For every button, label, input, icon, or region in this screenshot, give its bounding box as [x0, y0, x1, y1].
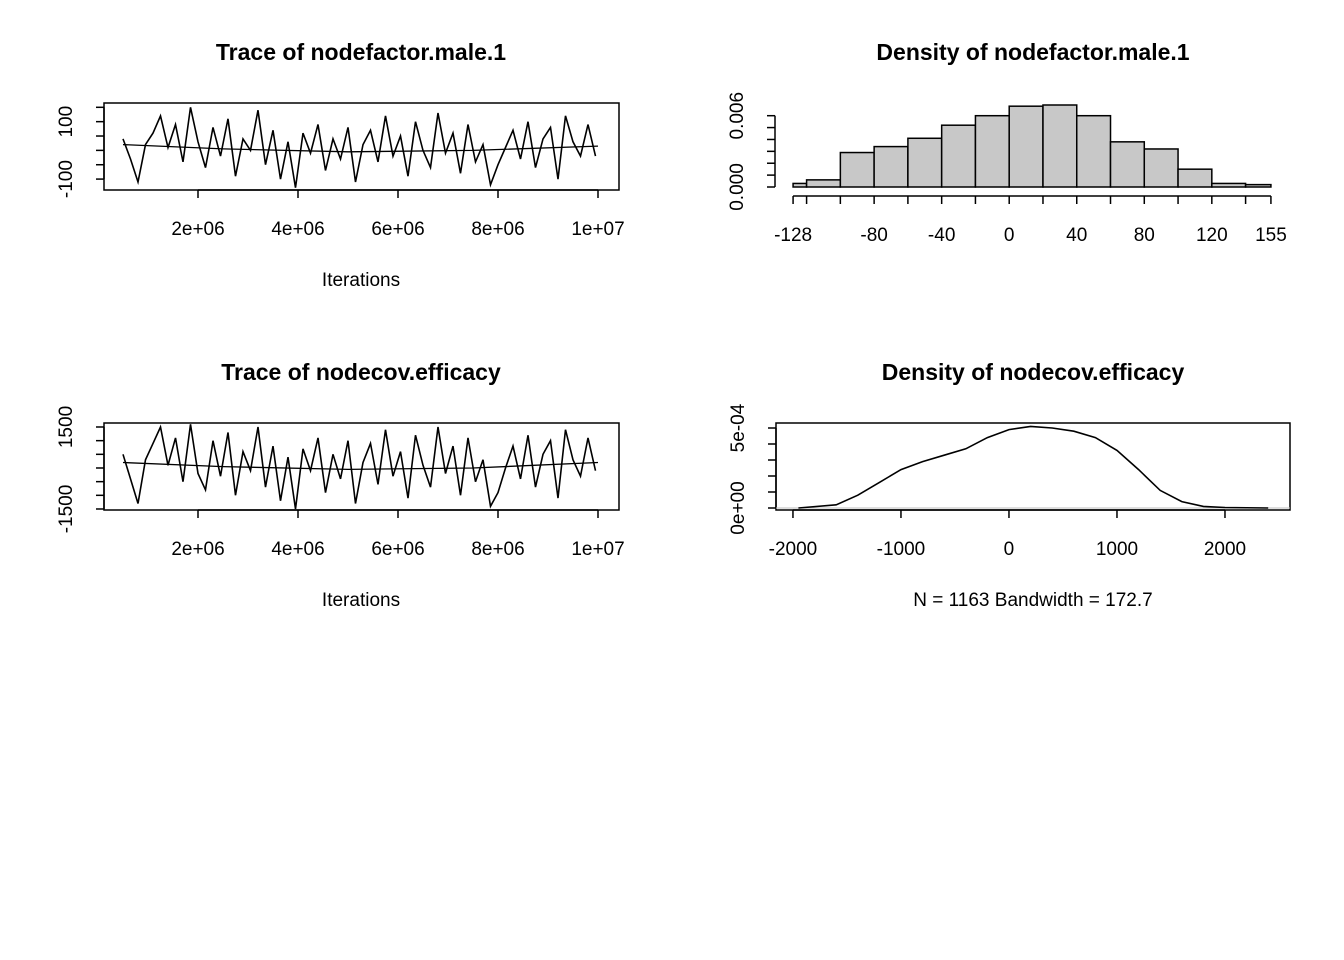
bar — [907, 137, 943, 188]
bar — [1042, 104, 1078, 188]
y-tick-label: 0e+00 — [728, 481, 749, 534]
x-tick-label: -2000 — [769, 539, 818, 560]
x-tick-label: 6e+06 — [371, 539, 424, 560]
chart-title: Trace of nodefactor.male.1 — [216, 39, 506, 65]
x-tick-label: 1e+07 — [571, 219, 624, 240]
x-tick-label: 2000 — [1204, 539, 1246, 560]
bar — [805, 179, 842, 188]
x-tick-label: 40 — [1066, 225, 1087, 246]
bar — [974, 114, 1010, 188]
y-tick-label: 0.006 — [727, 92, 748, 140]
x-tick-label: -1000 — [877, 539, 926, 560]
y-tick-label: -100 — [56, 160, 77, 198]
line — [798, 425, 1269, 509]
y-tick-label: 5e-04 — [728, 403, 749, 452]
y-tick-label: -1500 — [56, 485, 77, 534]
x-tick-label: 4e+06 — [271, 539, 324, 560]
y-tick-label: 0.000 — [727, 163, 748, 211]
line — [122, 424, 597, 510]
chart-title: Density of nodecov.efficacy — [882, 359, 1185, 385]
smooth-line — [122, 143, 599, 153]
x-tick-label: 2e+06 — [171, 219, 224, 240]
line — [122, 107, 597, 188]
x-tick-label: 0 — [1004, 539, 1015, 560]
bar — [1075, 114, 1112, 188]
x-tick-label: 155 — [1255, 225, 1287, 246]
bar — [873, 145, 909, 188]
chart-title: Trace of nodecov.efficacy — [221, 359, 501, 385]
x-tick-label: 1000 — [1096, 539, 1138, 560]
x-tick-label: 8e+06 — [471, 539, 524, 560]
x-tick-label: 4e+06 — [271, 219, 324, 240]
x-tick-label: 2e+06 — [171, 539, 224, 560]
bar — [940, 124, 977, 188]
x-tick-label: 8e+06 — [471, 219, 524, 240]
x-tick-label: -80 — [860, 225, 887, 246]
bar — [1211, 182, 1247, 188]
bar — [792, 182, 808, 188]
x-axis-label: N = 1163 Bandwidth = 172.7 — [913, 590, 1152, 611]
bar — [1177, 168, 1213, 188]
x-axis-label: Iterations — [322, 590, 400, 611]
x-axis-label: Iterations — [322, 270, 400, 291]
bar — [839, 151, 875, 188]
x-tick-label: 80 — [1134, 225, 1155, 246]
x-tick-label: 1e+07 — [571, 539, 624, 560]
bar — [1143, 148, 1179, 188]
x-tick-label: 120 — [1196, 225, 1228, 246]
smooth-line — [122, 461, 599, 471]
chart-title: Density of nodefactor.male.1 — [876, 39, 1189, 65]
y-tick-label: 100 — [56, 106, 77, 138]
bar — [1109, 141, 1146, 188]
bar — [1008, 105, 1044, 188]
x-tick-label: -40 — [928, 225, 955, 246]
x-tick-label: 0 — [1004, 225, 1015, 246]
y-tick-label: 1500 — [56, 406, 77, 448]
x-tick-label: 6e+06 — [371, 219, 424, 240]
bar — [1244, 183, 1272, 188]
x-tick-label: -128 — [774, 225, 812, 246]
